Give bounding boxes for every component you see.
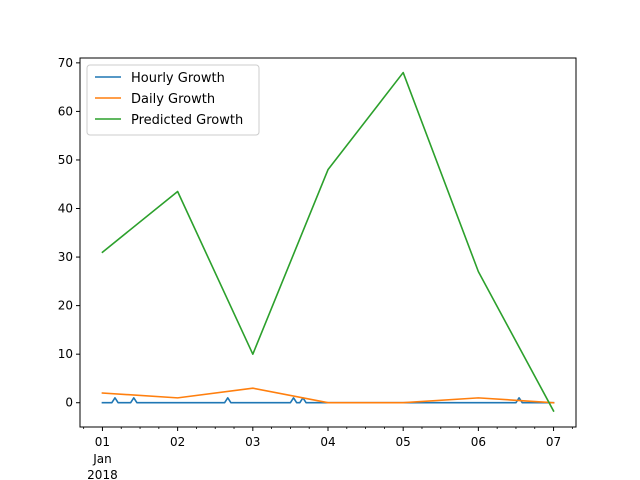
- x-tick-label: 07: [546, 435, 561, 449]
- y-tick-label: 0: [65, 396, 73, 410]
- series-line-predicted-growth: [101, 71, 555, 413]
- legend-label: Daily Growth: [131, 92, 215, 107]
- legend-box: [86, 64, 260, 136]
- x-tick-sublabel: Jan: [92, 452, 112, 466]
- x-tick-label: 04: [320, 435, 335, 449]
- series-layer: [101, 71, 555, 413]
- y-tick-label: 20: [58, 299, 73, 313]
- y-tick-label: 10: [58, 347, 73, 361]
- y-tick-label: 40: [58, 202, 73, 216]
- x-tick-label: 06: [471, 435, 486, 449]
- y-tick-label: 60: [58, 104, 73, 118]
- series-line-daily-growth: [101, 387, 555, 404]
- x-tick-label: 03: [245, 435, 260, 449]
- legend: Hourly Growth Daily Growth Predicted Growt…: [86, 64, 260, 136]
- x-tick-sublabel: 2018: [87, 468, 118, 480]
- x-tick-label: 01: [95, 435, 110, 449]
- series-line-hourly-growth: [101, 397, 555, 404]
- x-tick-label: 05: [396, 435, 411, 449]
- ticks-layer: 0 10 20 30 40 50 60 70 01 Jan 2018 02 03 04 05 06 07: [58, 56, 573, 480]
- x-tick-label: 02: [170, 435, 185, 449]
- y-tick-label: 50: [58, 153, 73, 167]
- legend-label: Hourly Growth: [131, 71, 225, 86]
- y-tick-label: 70: [58, 56, 73, 70]
- legend-label: Predicted Growth: [131, 113, 243, 128]
- y-tick-label: 30: [58, 250, 73, 264]
